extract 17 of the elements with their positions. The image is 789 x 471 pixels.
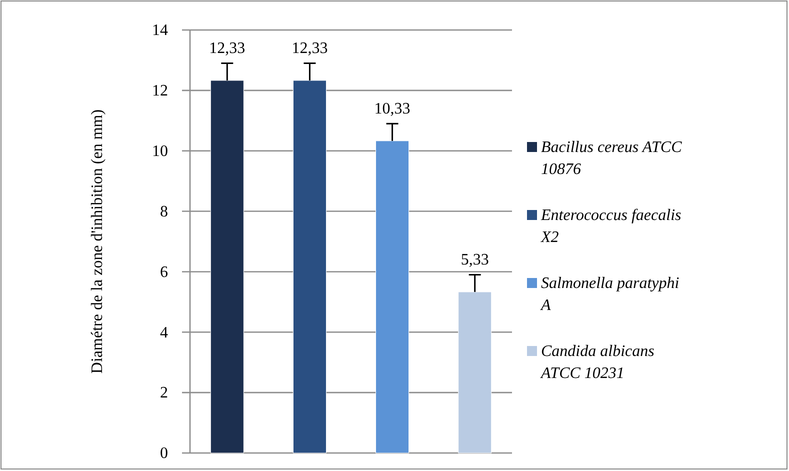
legend-label: Bacillus cereus ATCC 10876 xyxy=(541,139,682,178)
y-tick-label: 14 xyxy=(152,22,168,40)
y-tick-label: 10 xyxy=(152,142,168,160)
y-tick-label: 6 xyxy=(160,264,168,281)
legend-label: Salmonella paratyphi A xyxy=(540,275,680,314)
y-tick-label: 2 xyxy=(160,384,168,402)
y-tick-label: 8 xyxy=(160,203,168,220)
y-tick-label: 0 xyxy=(160,445,168,462)
data-label: 5,33 xyxy=(460,252,489,269)
data-label: 10,33 xyxy=(374,100,410,118)
legend-label: Candida albicans ATCC 10231 xyxy=(540,343,654,382)
legend-label: Enterococcus faecalis X2 xyxy=(540,207,682,246)
y-tick-label: 12 xyxy=(152,82,168,100)
data-label: 12,33 xyxy=(292,40,328,58)
y-axis-title: Diamétre de la zone d'inhibition (en mm) xyxy=(89,109,106,374)
data-label: 12,33 xyxy=(209,40,246,58)
y-tick-label: 4 xyxy=(160,324,168,342)
